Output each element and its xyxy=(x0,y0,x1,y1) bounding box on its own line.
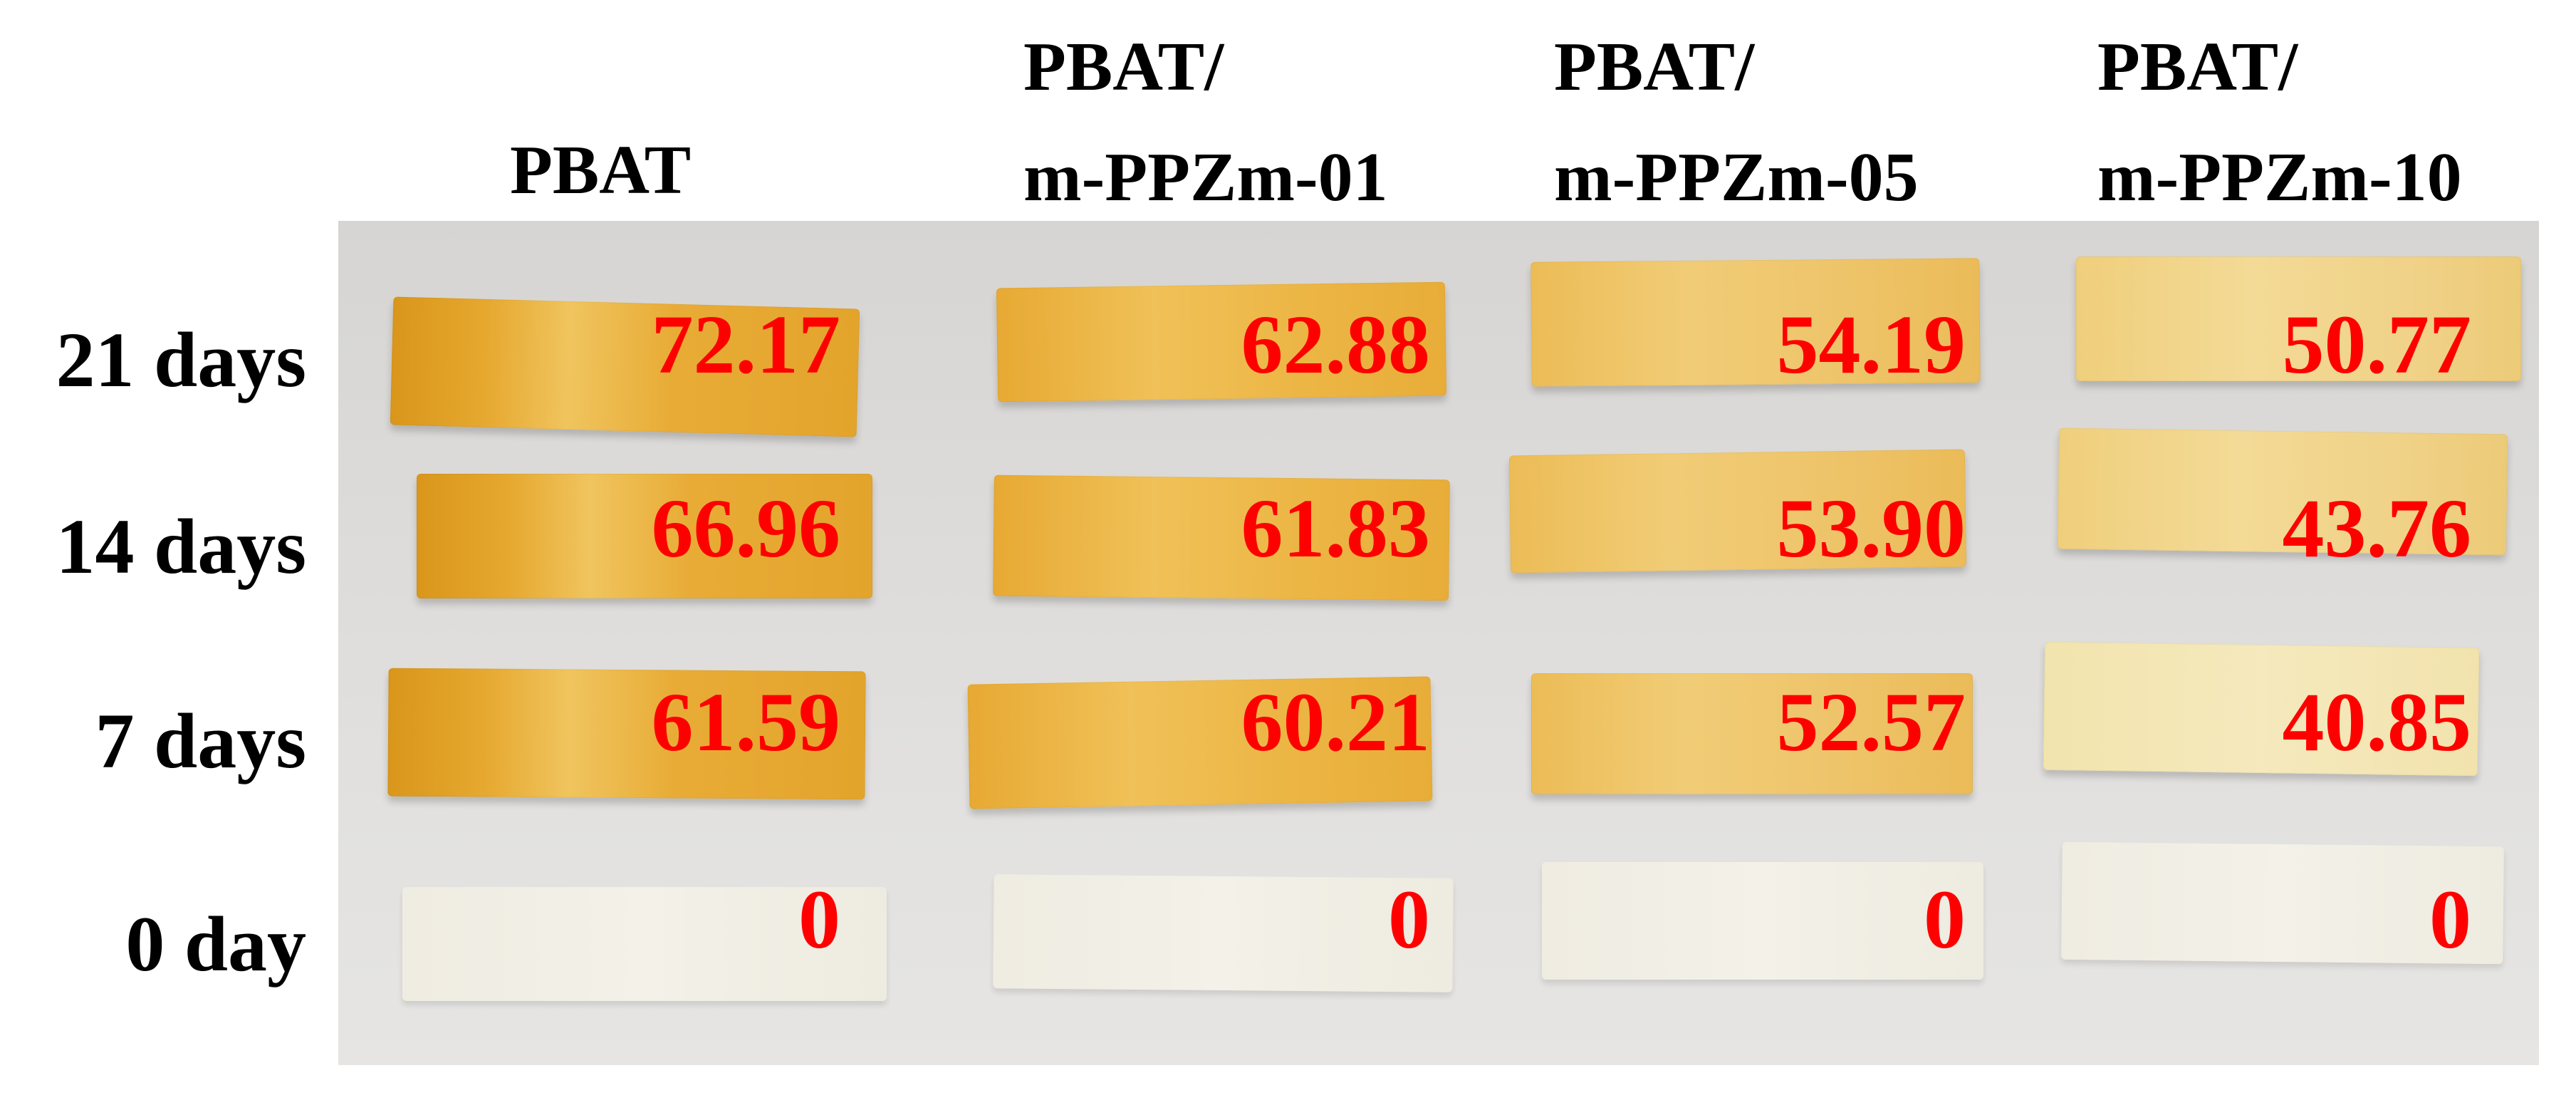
value-label: 54.19 xyxy=(1776,298,1966,391)
value-label: 50.77 xyxy=(2282,298,2472,391)
value-label: 53.90 xyxy=(1776,482,1966,575)
column-header-m-ppzm-10: PBAT/ m-PPZm-10 xyxy=(2097,28,2462,212)
value-label: 60.21 xyxy=(1241,675,1431,769)
row-label-7-days: 7 days xyxy=(95,697,306,784)
value-label: 0 xyxy=(798,873,840,966)
column-header-line1: PBAT/ xyxy=(1554,28,1755,105)
row-label-21-days: 21 days xyxy=(56,316,306,403)
value-label: 52.57 xyxy=(1776,675,1966,769)
column-header-m-ppzm-01: PBAT/ m-PPZm-01 xyxy=(1023,28,1388,212)
film-strip xyxy=(417,474,872,598)
column-header-pbat: PBAT xyxy=(510,135,691,205)
value-label: 0 xyxy=(1388,873,1430,966)
value-label: 43.76 xyxy=(2282,482,2472,575)
value-label: 62.88 xyxy=(1241,298,1431,391)
row-label-14-days: 14 days xyxy=(56,503,306,590)
column-header-line2: PBAT xyxy=(510,132,692,209)
row-label-0-day: 0 day xyxy=(125,901,306,987)
value-label: 66.96 xyxy=(651,482,841,575)
value-label: 40.85 xyxy=(2282,675,2472,769)
column-header-m-ppzm-05: PBAT/ m-PPZm-05 xyxy=(1554,28,1919,212)
value-label: 61.83 xyxy=(1241,482,1431,575)
value-label: 72.17 xyxy=(651,298,841,391)
value-label: 0 xyxy=(1924,873,1966,966)
film-strip xyxy=(1542,862,1983,980)
film-strip xyxy=(402,887,887,1001)
film-strip xyxy=(1531,673,1973,794)
column-header-line1: PBAT/ xyxy=(2097,28,2298,105)
sample-photo xyxy=(338,221,2539,1065)
column-header-line2: m-PPZm-05 xyxy=(1554,139,1919,216)
film-strip xyxy=(2076,256,2521,381)
column-header-line2: m-PPZm-01 xyxy=(1023,139,1388,216)
value-label: 0 xyxy=(2429,873,2471,966)
value-label: 61.59 xyxy=(651,675,841,769)
column-header-line1: PBAT/ xyxy=(1023,28,1224,105)
column-header-line2: m-PPZm-10 xyxy=(2097,139,2462,216)
